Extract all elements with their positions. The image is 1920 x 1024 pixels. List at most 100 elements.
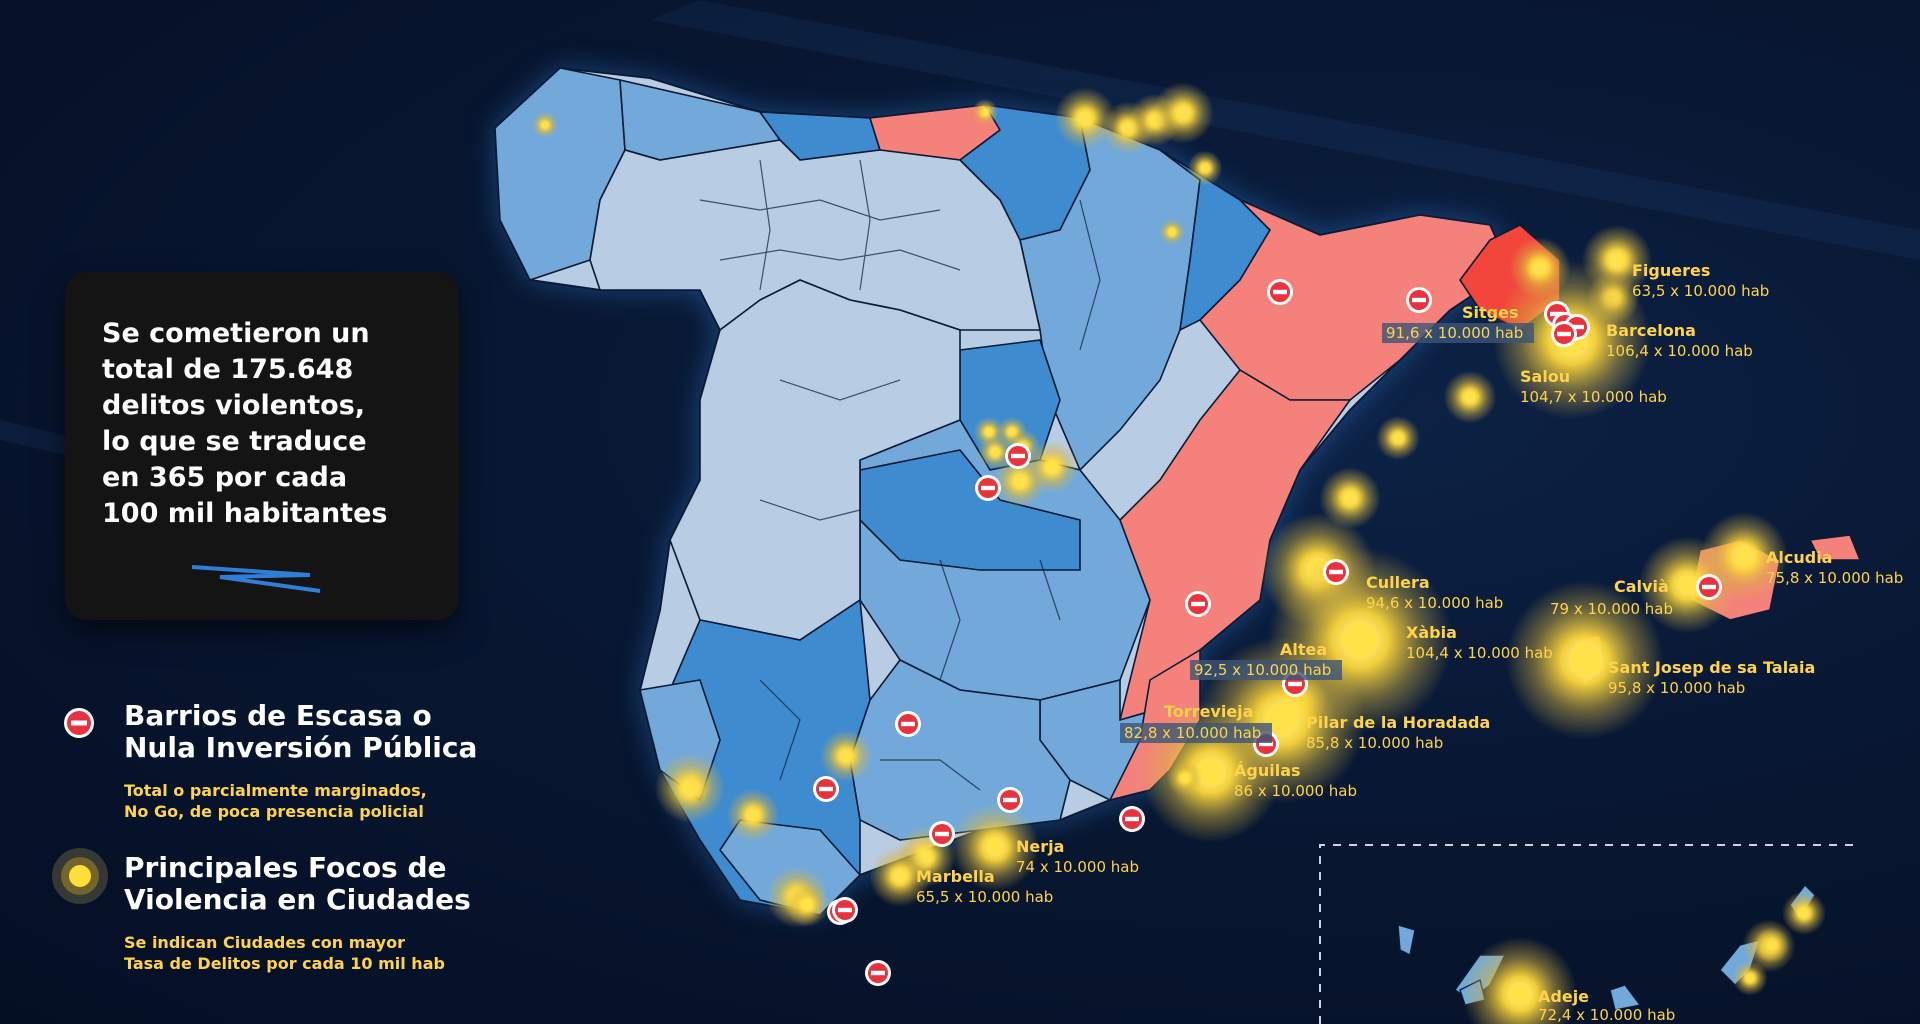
city-rate: 86 x 10.000 hab xyxy=(1234,782,1357,800)
city-name: Calvià xyxy=(1614,577,1669,596)
city-rate: 63,5 x 10.000 hab xyxy=(1632,282,1769,300)
no-entry-icon xyxy=(929,821,955,847)
summary-line: en 365 por cada xyxy=(102,462,348,493)
legend-barrios-title-1: Barrios de Escasa o xyxy=(124,699,432,732)
no-entry-icon xyxy=(975,475,1001,501)
city-rate: 65,5 x 10.000 hab xyxy=(916,888,1053,906)
city-rate: 94,6 x 10.000 hab xyxy=(1366,594,1503,612)
city-rate: 95,8 x 10.000 hab xyxy=(1608,679,1745,697)
city-rate: 104,7 x 10.000 hab xyxy=(1520,388,1667,406)
legend-focos-sub-1: Se indican Ciudades con mayor xyxy=(124,933,405,952)
city-label: Pilar de la Horadada 85,8 x 10.000 hab xyxy=(1306,713,1490,752)
hotspot-core xyxy=(1508,982,1532,1006)
legend-barrios-sub-1: Total o parcialmente marginados, xyxy=(124,781,427,800)
hotspot-core xyxy=(1196,757,1226,787)
hotspot-core xyxy=(840,750,852,762)
hotspot-core xyxy=(1264,702,1300,738)
hotspot-core xyxy=(1343,491,1357,505)
legend-barrios: Barrios de Escasa o Nula Inversión Públi… xyxy=(60,700,520,840)
city-label: Nerja 74 x 10.000 hab xyxy=(1016,837,1139,876)
city-rate: 72,4 x 10.000 hab xyxy=(1538,1006,1675,1024)
region-catalonia-coast xyxy=(1198,199,1512,401)
city-label: Barcelona 106,4 x 10.000 hab xyxy=(1606,321,1753,360)
city-name: Sitges xyxy=(1462,303,1518,322)
hotspot-core xyxy=(1176,106,1190,120)
summary-line: Se cometieron un xyxy=(102,318,370,349)
no-go-markers xyxy=(813,279,1722,986)
hotspot-core xyxy=(1078,111,1092,125)
city-rate: 92,5 x 10.000 hab xyxy=(1194,661,1331,679)
hotspot-core xyxy=(747,809,759,821)
summary-text: Se cometieron un total de 175.648 delito… xyxy=(102,316,442,532)
legend-focos: Principales Focos de Violencia en Ciudad… xyxy=(52,848,520,992)
no-entry-icon xyxy=(1185,591,1211,617)
city-label: Águilas 86 x 10.000 hab xyxy=(1234,761,1357,800)
city-name: Altea xyxy=(1280,640,1327,659)
hotspot-core xyxy=(1201,164,1209,172)
city-name: Cullera xyxy=(1366,573,1430,592)
city-label: Calvià 79 x 10.000 hab xyxy=(1550,577,1673,618)
summary-line: total de 175.648 xyxy=(102,354,354,385)
island-menorca xyxy=(1808,534,1862,561)
no-entry-icon xyxy=(1119,806,1145,832)
no-entry-icon xyxy=(895,711,921,737)
legend-focos-title-1: Principales Focos de xyxy=(124,851,447,884)
no-entry-icon xyxy=(64,708,94,738)
city-label: Figueres 63,5 x 10.000 hab xyxy=(1632,261,1769,300)
city-rate: 75,8 x 10.000 hab xyxy=(1766,569,1903,587)
hotspot-core xyxy=(1046,461,1058,473)
city-name: Torrevieja xyxy=(1164,702,1253,721)
legend-focos-title-2: Violencia en Ciudades xyxy=(124,883,471,916)
city-name: Figueres xyxy=(1632,261,1710,280)
hotspot-core xyxy=(1746,974,1754,982)
city-label: Alcudia 75,8 x 10.000 hab xyxy=(1766,548,1903,587)
hotspot-core xyxy=(1169,229,1175,235)
city-name: Barcelona xyxy=(1606,321,1696,340)
no-entry-icon xyxy=(1696,574,1722,600)
city-rate: 82,8 x 10.000 hab xyxy=(1124,724,1261,742)
region-extremadura xyxy=(669,279,961,641)
city-label: Cullera 94,6 x 10.000 hab xyxy=(1366,573,1503,612)
legend-barrios-title-2: Nula Inversión Pública xyxy=(124,731,478,764)
city-labels: Figueres 63,5 x 10.000 hab Sitges 91,6 x 10… xyxy=(916,261,1903,1024)
city-label: Sant Josep de sa Talaia 95,8 x 10.000 hab xyxy=(1608,658,1815,697)
hotspot-core xyxy=(682,780,698,796)
summary-line: 100 mil habitantes xyxy=(102,498,388,529)
city-label: Torrevieja 82,8 x 10.000 hab xyxy=(1120,702,1272,743)
canary-islands-box xyxy=(1319,844,1860,1024)
no-entry-icon xyxy=(1267,279,1293,305)
no-entry-icon xyxy=(1551,321,1577,347)
hotspot-core xyxy=(1677,575,1697,595)
summary-line: delitos violentos, xyxy=(102,390,366,421)
summary-card: Se cometieron un total de 175.648 delito… xyxy=(65,272,459,620)
city-label: Salou 104,7 x 10.000 hab xyxy=(1520,367,1667,406)
city-name: Nerja xyxy=(1016,837,1064,856)
hotspot-core xyxy=(1568,643,1602,677)
city-rate: 85,8 x 10.000 hab xyxy=(1306,734,1443,752)
region-toledo xyxy=(859,449,1081,571)
legend-focos-sub-2: Tasa de Delitos por cada 10 mil hab xyxy=(124,954,445,973)
city-label: Altea 92,5 x 10.000 hab xyxy=(1190,640,1342,680)
signature-mark-icon xyxy=(191,565,321,593)
city-rate: 104,4 x 10.000 hab xyxy=(1406,644,1553,662)
no-entry-icon xyxy=(1005,443,1031,469)
city-name: Alcudia xyxy=(1766,548,1832,567)
city-name: Sant Josep de sa Talaia xyxy=(1608,658,1815,677)
city-rate: 106,4 x 10.000 hab xyxy=(1606,342,1753,360)
city-name: Águilas xyxy=(1234,761,1301,780)
city-label: Marbella 65,5 x 10.000 hab xyxy=(916,867,1053,906)
hotspot-core xyxy=(542,122,548,128)
city-name: Salou xyxy=(1520,367,1570,386)
glow-dot-icon xyxy=(52,848,108,904)
hotspot-core xyxy=(982,109,988,115)
city-rate: 91,6 x 10.000 hab xyxy=(1386,324,1523,342)
hotspot-core xyxy=(991,448,999,456)
hotspot-core xyxy=(893,869,907,883)
hotspot-core xyxy=(985,428,993,436)
no-entry-icon xyxy=(865,960,891,986)
no-entry-icon xyxy=(813,776,839,802)
city-name: Xàbia xyxy=(1406,623,1457,642)
city-name: Adeje xyxy=(1538,987,1589,1006)
province-borders xyxy=(699,159,1101,791)
